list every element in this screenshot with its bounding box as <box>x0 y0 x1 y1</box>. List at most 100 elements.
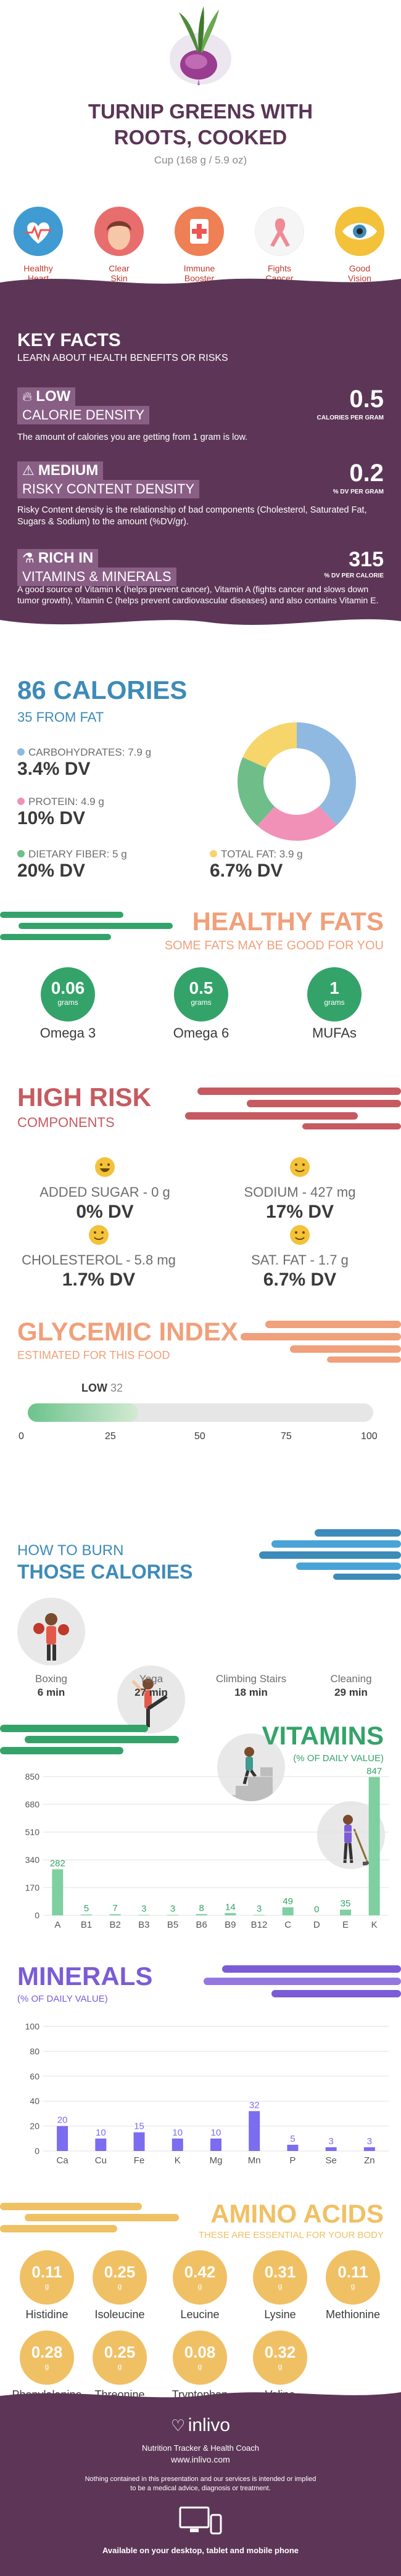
burn-time: 27 min <box>134 1686 168 1698</box>
benefit-heart: Healthy Heart <box>4 207 72 283</box>
fact-unit: % DV PER GRAM <box>333 489 384 495</box>
bar-value-label: 15 <box>134 2121 144 2132</box>
amino-bubble: 0.31 g <box>253 2250 307 2305</box>
amino-bubble: 0.08 g <box>173 2330 227 2385</box>
bar-value-label: 847 <box>366 1766 382 1777</box>
smiley-icon <box>290 1157 310 1177</box>
bar-P <box>287 2144 299 2151</box>
gi-fill <box>28 1403 139 1422</box>
bar-K <box>172 2138 183 2151</box>
fact-risky-density: ⚠︎ MEDIUM RISKY CONTENT DENSITY <box>17 461 200 498</box>
footer: ♡ inlivo Nutrition Tracker & Health Coac… <box>0 2403 401 2576</box>
smiley-icon <box>95 1157 115 1177</box>
high-risk-title: HIGH RISK <box>17 1083 152 1112</box>
burn-name: Yoga <box>139 1673 163 1685</box>
burn-name: Cleaning <box>330 1673 372 1685</box>
bar-value-label: 3 <box>257 1904 262 1914</box>
minerals-chart: 100 80 60 40 20 0 20 Ca 10 Cu 15 Fe 10 K 10 Mg 32 Mn 5 P 3 Se… <box>25 2021 389 2166</box>
burn-time: 6 min <box>37 1686 65 1698</box>
face-icon <box>94 207 144 256</box>
amino-subtitle: THESE ARE ESSENTIAL FOR YOUR BODY <box>198 2230 384 2240</box>
footer-url[interactable]: www.inlivo.com <box>171 2454 230 2464</box>
flask-icon: ⚗︎ <box>22 550 35 566</box>
bar-K <box>368 1777 380 1915</box>
fact-vitamins-minerals: ⚗︎ RICH IN VITAMINS & MINERALS <box>17 549 176 586</box>
stripes-decoration <box>204 1965 401 1997</box>
fat-name: Omega 6 <box>173 1025 229 1041</box>
glycemic-subtitle: ESTIMATED FOR THIS FOOD <box>17 1349 170 1361</box>
bar-Fe <box>133 2132 145 2151</box>
bar-E <box>340 1909 351 1915</box>
gi-ticks: 0 25 50 75 100 <box>19 1431 382 1443</box>
stripes-decoration <box>0 2203 179 2232</box>
warning-icon: ⚠︎ <box>22 463 35 478</box>
footer-available: Available on your desktop, tablet and mo… <box>102 2546 299 2555</box>
fact-value: 0.2 <box>349 460 384 487</box>
y-tick-label: 20 <box>30 2121 39 2131</box>
key-facts-title: KEY FACTS <box>17 330 121 350</box>
amino-name: Histidine <box>25 2308 68 2321</box>
x-tick-label: D <box>313 1920 320 1930</box>
title-line-2: ROOTS, COOKED <box>114 126 287 149</box>
bar-value-label: 3 <box>170 1904 175 1914</box>
amino-bubble: 0.25 g <box>93 2250 147 2305</box>
bar-value-label: 5 <box>84 1904 89 1914</box>
x-tick-label: B9 <box>225 1920 236 1930</box>
devices-icon <box>179 2506 222 2535</box>
stripes-decoration <box>0 1725 179 1754</box>
title-line-1: TURNIP GREENS WITH <box>88 100 313 123</box>
benefit-skin: Clear Skin <box>85 207 153 283</box>
gi-tick: 100 <box>361 1431 378 1442</box>
stripes-decoration <box>185 1088 401 1129</box>
x-tick-label: Zn <box>364 2155 375 2166</box>
high-risk-subtitle: COMPONENTS <box>17 1115 115 1130</box>
x-tick-label: B5 <box>167 1920 178 1930</box>
risk-value: 17% DV <box>265 1202 334 1222</box>
vitamins-subtitle: (% OF DAILY VALUE) <box>293 1753 384 1764</box>
bar-B2 <box>109 1914 121 1915</box>
bar-B9 <box>225 1913 236 1915</box>
boxing-icon <box>17 1598 85 1666</box>
fat-name: Omega 3 <box>39 1025 96 1041</box>
amino-bubble: 0.28 g <box>20 2330 74 2385</box>
yoga-icon <box>117 1666 185 1733</box>
amino-bubble: 0.32 g <box>253 2330 307 2385</box>
x-tick-label: C <box>284 1920 291 1930</box>
amino-name: Lysine <box>264 2308 296 2321</box>
fact-desc: A good source of Vitamin K (helps preven… <box>17 584 379 605</box>
macro-protein: PROTEIN: 4.9 g 10% DV <box>17 796 104 828</box>
y-tick-label: 850 <box>25 1772 40 1781</box>
immune-icon <box>175 207 224 256</box>
bar-value-label: 20 <box>57 2115 68 2126</box>
fact-value: 0.5 <box>349 386 384 413</box>
x-tick-label: K <box>175 2155 181 2166</box>
fat-bubble: 1 grams <box>307 967 362 1022</box>
x-tick-label: Fe <box>134 2155 145 2166</box>
serving-size: Cup (168 g / 5.9 oz) <box>154 154 247 166</box>
bar-A <box>52 1869 64 1915</box>
y-tick-label: 100 <box>25 2021 40 2031</box>
macro-donut <box>238 722 356 841</box>
fat-bubble: 0.5 grams <box>174 967 228 1022</box>
x-tick-label: Mn <box>248 2155 261 2166</box>
bar-value-label: 10 <box>96 2128 106 2138</box>
burn-title-2: THOSE CALORIES <box>17 1561 193 1583</box>
page-title: TURNIP GREENS WITH ROOTS, COOKED <box>0 99 401 151</box>
x-tick-label: A <box>54 1920 60 1930</box>
y-tick-label: 80 <box>30 2046 39 2056</box>
x-tick-label: Se <box>325 2155 336 2166</box>
amino-bubble: 0.11 g <box>326 2250 380 2305</box>
bar-Zn <box>363 2147 375 2151</box>
fat-bubble: 0.06 grams <box>41 967 95 1022</box>
risk-label: CHOLESTEROL - 5.8 mg <box>22 1252 176 1268</box>
fact-unit: CALORIES PER GRAM <box>316 415 384 421</box>
calories-from-fat: 35 FROM FAT <box>17 709 104 725</box>
y-tick-label: 60 <box>30 2071 39 2081</box>
y-tick-label: 680 <box>25 1799 40 1809</box>
footer-logo: ♡ inlivo <box>0 2415 401 2436</box>
y-tick-label: 0 <box>35 1910 39 1920</box>
benefit-immune: Immune Booster <box>165 207 233 283</box>
x-tick-label: B6 <box>196 1920 207 1930</box>
stripes-decoration <box>0 912 173 940</box>
risk-value: 6.7% DV <box>263 1269 337 1290</box>
